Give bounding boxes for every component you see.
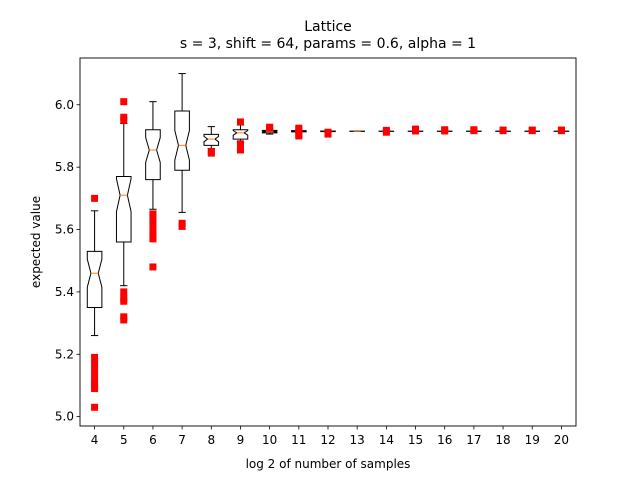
outlier-marker [120, 116, 128, 124]
x-tick-label: 20 [554, 433, 569, 447]
box-body [320, 130, 336, 133]
outlier-marker [557, 127, 565, 135]
box-group [436, 126, 453, 135]
y-tick-label: 5.4 [55, 285, 74, 299]
x-tick-label: 5 [120, 433, 128, 447]
outlier-marker [412, 127, 420, 135]
y-tick-label: 5.2 [55, 347, 74, 361]
y-axis-label: expected value [29, 196, 43, 288]
box-group [378, 126, 395, 136]
x-axis-label: log 2 of number of samples [246, 457, 411, 471]
outlier-marker [120, 288, 128, 296]
outlier-marker [528, 127, 536, 135]
outlier-marker [295, 126, 303, 134]
x-tick-label: 8 [207, 433, 215, 447]
x-axis: 4 5 6 7 8 9 10 11 12 13 14 15 16 17 18 19 20 [91, 426, 569, 447]
outlier-marker [120, 316, 128, 324]
x-tick-label: 9 [237, 433, 245, 447]
x-tick-label: 19 [525, 433, 540, 447]
outlier-marker [149, 235, 157, 243]
box-group [466, 126, 482, 135]
outlier-marker [470, 127, 478, 135]
box-group [203, 126, 220, 157]
outlier-marker [91, 353, 99, 361]
outlier-marker [149, 219, 157, 227]
box-body [291, 130, 307, 133]
x-tick-label: 7 [178, 433, 186, 447]
box-group [495, 126, 511, 135]
y-tick-label: 6.0 [55, 98, 74, 112]
x-tick-label: 18 [495, 433, 510, 447]
x-tick-label: 17 [466, 433, 481, 447]
outlier-marker [178, 222, 186, 230]
outlier-marker [91, 385, 99, 393]
outlier-marker [236, 118, 244, 126]
box-group [553, 126, 570, 135]
box-group [261, 123, 278, 135]
box-group [291, 124, 307, 140]
outlier-marker [149, 263, 157, 271]
outlier-marker [441, 127, 449, 135]
box-body [261, 129, 278, 134]
outlier-marker [91, 372, 99, 380]
y-tick-label: 5.8 [55, 160, 74, 174]
outlier-marker [295, 132, 303, 140]
y-tick-label: 5.6 [55, 223, 74, 237]
x-tick-label: 16 [437, 433, 452, 447]
box-body [174, 110, 190, 171]
outlier-marker [382, 128, 390, 136]
outlier-marker [91, 360, 99, 368]
box-group [86, 194, 103, 411]
plot-area [86, 73, 570, 411]
box-group [115, 98, 132, 324]
y-tick-label: 5.0 [55, 410, 74, 424]
outlier-marker [91, 194, 99, 202]
box-group [145, 101, 161, 271]
box-body [232, 129, 249, 140]
outlier-marker [207, 149, 215, 157]
outlier-marker [499, 127, 507, 135]
box-body [86, 250, 103, 308]
box-group [320, 128, 336, 138]
x-tick-label: 13 [350, 433, 365, 447]
x-tick-label: 12 [320, 433, 335, 447]
outlier-marker [324, 130, 332, 138]
x-tick-label: 4 [91, 433, 99, 447]
outlier-marker [91, 403, 99, 411]
outlier-marker [91, 366, 99, 374]
outlier-marker [266, 124, 274, 132]
x-tick-label: 6 [149, 433, 157, 447]
box-group [524, 126, 541, 135]
box-group [232, 118, 249, 154]
y-axis: 5.0 5.2 5.4 5.6 5.8 6.0 [55, 98, 80, 424]
outlier-marker [149, 213, 157, 221]
x-tick-label: 14 [379, 433, 394, 447]
x-tick-label: 15 [408, 433, 423, 447]
outlier-marker [149, 226, 157, 234]
box-body [115, 176, 132, 243]
outlier-marker [120, 98, 128, 106]
outlier-marker [120, 297, 128, 305]
chart-subtitle: s = 3, shift = 64, params = 0.6, alpha =… [180, 36, 476, 52]
outlier-marker [236, 146, 244, 154]
box-group [407, 125, 424, 135]
box-group [174, 73, 190, 230]
x-tick-label: 10 [262, 433, 277, 447]
box-body [203, 133, 220, 146]
x-tick-label: 11 [291, 433, 306, 447]
chart-title: Lattice [304, 19, 352, 35]
box-body [145, 129, 161, 181]
